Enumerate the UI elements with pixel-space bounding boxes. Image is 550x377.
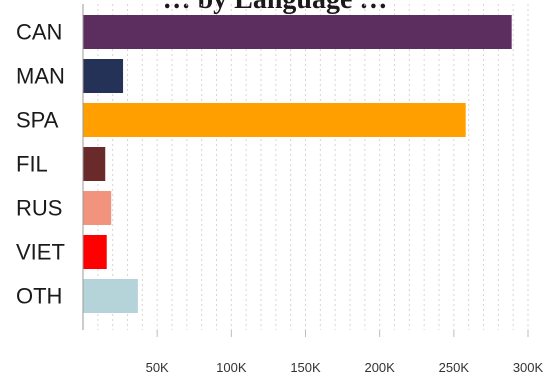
x-tick-label: 150K	[290, 360, 321, 375]
x-tick-label: 200K	[364, 360, 395, 375]
category-labels: CAN MAN SPA FIL RUS VIET OTH	[16, 20, 65, 309]
category-label: CAN	[16, 20, 62, 45]
x-tick-label: 300K	[513, 360, 544, 375]
bar-fil	[83, 147, 106, 181]
x-tick-label: 250K	[439, 360, 470, 375]
category-label: SPA	[16, 108, 59, 133]
gridlines	[97, 4, 529, 330]
category-label: OTH	[16, 284, 62, 309]
bar-oth	[83, 279, 138, 313]
category-label: RUS	[16, 196, 62, 221]
bars	[83, 15, 512, 313]
bar-viet	[83, 235, 107, 269]
category-label: MAN	[16, 64, 65, 89]
category-label: FIL	[16, 152, 48, 177]
x-tick-label: 100K	[216, 360, 247, 375]
x-axis-ticks: 50K 100K 150K 200K 250K 300K	[146, 330, 544, 375]
bar-rus	[83, 191, 112, 225]
x-tick-label: 50K	[146, 360, 169, 375]
chart-title: … by Language …	[0, 0, 550, 16]
category-label: VIET	[16, 240, 65, 265]
bar-can	[83, 15, 512, 49]
bar-man	[83, 59, 124, 93]
bar-spa	[83, 103, 466, 137]
